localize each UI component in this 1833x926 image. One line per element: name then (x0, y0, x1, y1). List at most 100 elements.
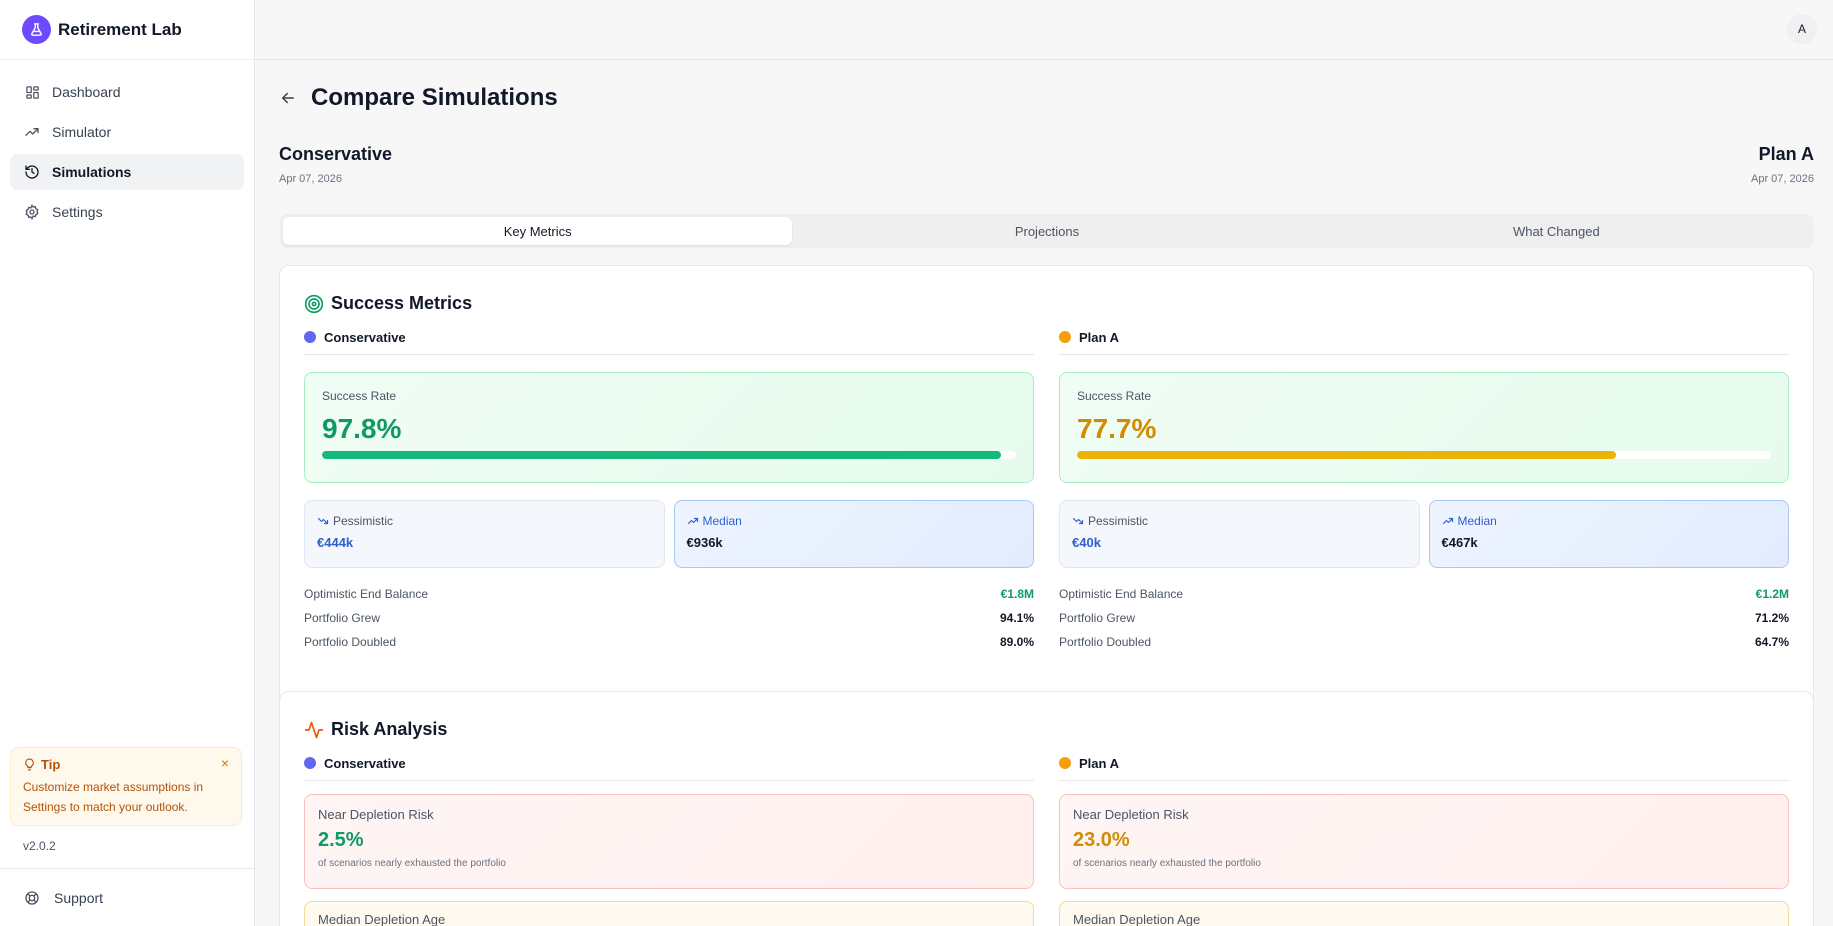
tab-projections[interactable]: Projections (1014, 223, 1080, 239)
stat-grew: Portfolio Grew 71.2% (1059, 606, 1789, 630)
gear-icon (24, 204, 40, 220)
trending-up-icon (24, 124, 40, 140)
near-depletion-note: of scenarios nearly exhausted the portfo… (1073, 858, 1261, 869)
top-bar: A (255, 0, 1833, 60)
sidebar-item-label: Simulator (52, 124, 112, 140)
success-rate-bar (1077, 451, 1771, 459)
column-header: Plan A (1059, 754, 1789, 772)
sidebar-item-label: Simulations (52, 164, 132, 180)
success-rate-box: Success Rate 97.8% (304, 372, 1034, 483)
arrow-left-icon[interactable] (279, 88, 299, 108)
success-rate-box: Success Rate 77.7% (1059, 372, 1789, 483)
left-plan-name: Conservative (279, 144, 393, 164)
median-label-text: Median (702, 514, 742, 528)
pessimistic-value: €444k (317, 535, 354, 550)
sidebar-item-settings[interactable]: Settings (10, 194, 244, 230)
stat-grew: Portfolio Grew 94.1% (304, 606, 1034, 630)
brand[interactable]: Retirement Lab (0, 0, 254, 60)
pessimistic-label-text: Pessimistic (1088, 514, 1149, 528)
stat-value: €1.8M (1000, 587, 1034, 601)
activity-icon (304, 721, 324, 738)
series-dot (1059, 331, 1071, 343)
grid-icon (24, 84, 40, 100)
column-header: Conservative (304, 328, 1034, 346)
stats-list: Optimistic End Balance €1.2M Portfolio G… (1059, 582, 1789, 654)
near-depletion-box: Near Depletion Risk 2.5% of scenarios ne… (304, 794, 1034, 889)
column-plan-name: Conservative (324, 329, 406, 345)
success-rate-label: Success Rate (1077, 389, 1152, 403)
sidebar-item-label: Settings (52, 204, 103, 220)
right-plan-name: Plan A (1758, 144, 1814, 164)
close-icon[interactable]: × (220, 755, 229, 771)
risk-analysis-card: Risk Analysis Conservative Near Depletio… (279, 691, 1814, 926)
sidebar-item-simulator[interactable]: Simulator (10, 114, 244, 150)
support-link[interactable]: Support (0, 868, 254, 926)
column-plan-name: Plan A (1079, 329, 1119, 345)
divider (1059, 780, 1789, 781)
tab-key-metrics[interactable]: Key Metrics (283, 217, 793, 245)
success-column-left: Conservative Success Rate 97.8% Pessimis… (304, 328, 1034, 654)
right-plan-header: Plan A Apr 07, 2026 (1751, 144, 1814, 185)
stat-optimistic: Optimistic End Balance €1.2M (1059, 582, 1789, 606)
divider (1059, 354, 1789, 355)
stat-label: Optimistic End Balance (304, 587, 429, 601)
sidebar-item-label: Dashboard (52, 84, 121, 100)
stat-label: Portfolio Doubled (1059, 635, 1152, 649)
median-value: €936k (686, 535, 723, 550)
stats-list: Optimistic End Balance €1.8M Portfolio G… (304, 582, 1034, 654)
sidebar-nav: Dashboard Simulator Simulations Settings (0, 60, 254, 230)
balance-cards: Pessimistic €444k Median €936k (304, 500, 1034, 568)
stat-label: Portfolio Doubled (304, 635, 397, 649)
near-depletion-label: Near Depletion Risk (1073, 807, 1189, 822)
tip-title: Tip (41, 757, 61, 772)
lightbulb-icon (25, 758, 34, 771)
app-version: v2.0.2 (23, 839, 56, 853)
history-icon (24, 164, 40, 180)
median-depletion-label: Median Depletion Age (318, 912, 446, 926)
avatar[interactable]: A (1787, 14, 1817, 44)
median-value: €467k (1441, 535, 1478, 550)
median-depletion-box: Median Depletion Age (1059, 901, 1789, 926)
success-column-right: Plan A Success Rate 77.7% Pessimistic €4… (1059, 328, 1789, 654)
success-rate-value: 77.7% (1077, 413, 1157, 444)
pessimistic-label: Pessimistic (1072, 514, 1407, 528)
trending-down-icon (317, 517, 329, 525)
stat-value: 89.0% (999, 635, 1034, 649)
success-metrics-title: Success Metrics (304, 293, 472, 314)
title-row: Compare Simulations (279, 84, 558, 112)
app-name: Retirement Lab (58, 19, 182, 39)
near-depletion-note: of scenarios nearly exhausted the portfo… (318, 858, 506, 869)
divider (304, 354, 1034, 355)
right-plan-date: Apr 07, 2026 (1751, 173, 1814, 185)
column-plan-name: Plan A (1079, 755, 1119, 771)
near-depletion-label: Near Depletion Risk (318, 807, 434, 822)
page-title: Compare Simulations (311, 84, 558, 111)
sidebar-item-dashboard[interactable]: Dashboard (10, 74, 244, 110)
balance-cards: Pessimistic €40k Median €467k (1059, 500, 1789, 568)
success-rate-bar-fill (1077, 451, 1617, 459)
risk-column-left: Conservative Near Depletion Risk 2.5% of… (304, 754, 1034, 926)
stat-label: Optimistic End Balance (1059, 587, 1184, 601)
pessimistic-label-text: Pessimistic (333, 514, 394, 528)
pessimistic-card: Pessimistic €40k (1059, 500, 1420, 568)
success-rate-value: 97.8% (322, 413, 402, 444)
success-metrics-card: Success Metrics Conservative Success Rat… (279, 265, 1814, 735)
trending-down-icon (1072, 517, 1084, 525)
series-dot (304, 331, 316, 343)
risk-analysis-title: Risk Analysis (304, 719, 447, 740)
median-label: Median (1442, 514, 1777, 528)
near-depletion-box: Near Depletion Risk 23.0% of scenarios n… (1059, 794, 1789, 889)
stat-value: 71.2% (1754, 611, 1789, 625)
sidebar-item-simulations[interactable]: Simulations (10, 154, 244, 190)
stat-value: €1.2M (1755, 587, 1789, 601)
median-card: Median €936k (673, 500, 1034, 568)
pessimistic-label: Pessimistic (317, 514, 652, 528)
column-header: Conservative (304, 754, 1034, 772)
stat-doubled: Portfolio Doubled 64.7% (1059, 630, 1789, 654)
tab-what-changed[interactable]: What Changed (1512, 223, 1600, 239)
column-plan-name: Conservative (324, 755, 406, 771)
success-rate-bar (322, 451, 1016, 459)
tip-text: Customize market assumptions in Settings… (23, 780, 204, 814)
median-depletion-label: Median Depletion Age (1073, 912, 1201, 926)
success-rate-bar-fill (322, 451, 1001, 459)
